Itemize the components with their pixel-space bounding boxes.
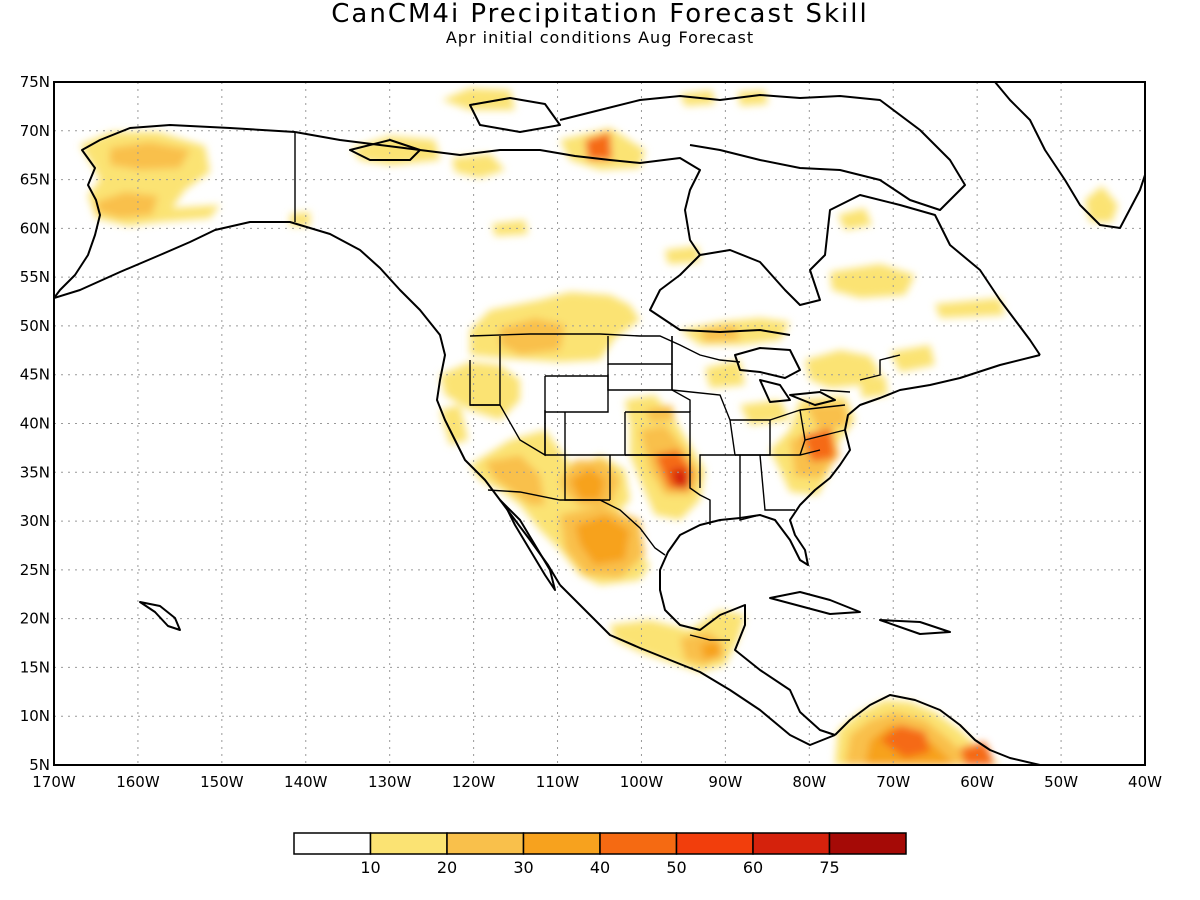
colorbar-label: 10 [360,858,380,877]
colorbar: 10 20 30 40 50 60 75 [293,832,907,877]
lat-tick-label: 40N [20,415,50,433]
longitude-labels: 170W 160W 150W 140W 130W 120W 110W 100W 90W 80W 70… [32,773,1162,791]
lon-tick-label: 170W [32,773,76,791]
lon-tick-label: 100W [620,773,664,791]
map-subtitle: Apr initial conditions Aug Forecast [445,28,755,47]
colorbar-label: 20 [437,858,457,877]
graticule [54,82,1145,765]
lat-tick-label: 20N [20,610,50,628]
colorbar-label: 60 [743,858,763,877]
colorbar-label: 75 [819,858,839,877]
lat-tick-label: 50N [20,317,50,335]
lat-tick-label: 10N [20,707,50,725]
lon-tick-label: 90W [708,773,742,791]
lon-tick-label: 60W [960,773,994,791]
lat-tick-label: 35N [20,463,50,481]
lat-tick-label: 75N [20,73,50,91]
latitude-labels: 75N 70N 65N 60N 55N 50N 45N 40N 35N 30N 25N 20N 15N 1… [20,73,50,774]
lat-tick-label: 30N [20,512,50,530]
colorbar-label: 50 [666,858,686,877]
colorbar-swatch [752,832,831,855]
lat-tick-label: 45N [20,366,50,384]
lat-tick-label: 70N [20,122,50,140]
colorbar-swatch [446,832,525,855]
colorbar-swatch [675,832,754,855]
skill-shading [80,88,1118,765]
lat-tick-label: 25N [20,561,50,579]
colorbar-swatch [828,832,907,855]
lon-tick-label: 130W [368,773,412,791]
lon-tick-label: 140W [284,773,328,791]
lat-tick-label: 55N [20,268,50,286]
political-borders [294,132,901,641]
lon-tick-label: 80W [792,773,826,791]
lon-tick-label: 40W [1128,773,1162,791]
lat-tick-label: 60N [20,219,50,237]
lat-tick-label: 5N [29,756,50,774]
lon-tick-label: 160W [116,773,160,791]
lon-tick-label: 110W [536,773,580,791]
colorbar-swatch [369,832,448,855]
lon-tick-label: 150W [200,773,244,791]
plot-frame [53,81,1146,766]
lon-tick-label: 70W [876,773,910,791]
map-title: CanCM4i Precipitation Forecast Skill [331,0,869,29]
colorbar-swatch [293,832,372,855]
lat-tick-label: 15N [20,658,50,676]
coastlines [54,82,1145,765]
colorbar-label: 40 [590,858,610,877]
lon-tick-label: 120W [452,773,496,791]
colorbar-label: 30 [513,858,533,877]
colorbar-swatch [522,832,601,855]
colorbar-swatch [599,832,678,855]
lat-tick-label: 65N [20,171,50,189]
lon-tick-label: 50W [1044,773,1078,791]
